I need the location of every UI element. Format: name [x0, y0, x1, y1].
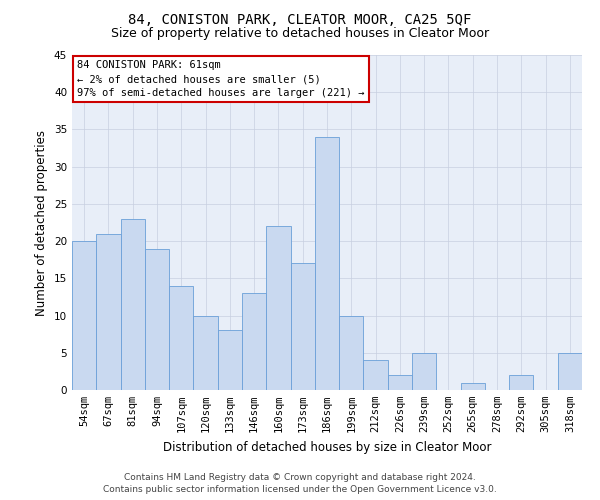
Text: Size of property relative to detached houses in Cleator Moor: Size of property relative to detached ho… — [111, 28, 489, 40]
Bar — [339, 316, 364, 390]
Y-axis label: Number of detached properties: Number of detached properties — [35, 130, 49, 316]
Text: 84 CONISTON PARK: 61sqm
← 2% of detached houses are smaller (5)
97% of semi-deta: 84 CONISTON PARK: 61sqm ← 2% of detached… — [77, 60, 365, 98]
Bar — [315, 137, 339, 390]
Bar — [96, 234, 121, 390]
Bar — [412, 353, 436, 390]
Bar — [509, 375, 533, 390]
Text: Contains HM Land Registry data © Crown copyright and database right 2024.
Contai: Contains HM Land Registry data © Crown c… — [103, 473, 497, 494]
X-axis label: Distribution of detached houses by size in Cleator Moor: Distribution of detached houses by size … — [163, 440, 491, 454]
Bar — [169, 286, 193, 390]
Bar — [290, 264, 315, 390]
Bar — [218, 330, 242, 390]
Bar — [266, 226, 290, 390]
Bar — [461, 382, 485, 390]
Bar — [193, 316, 218, 390]
Bar — [558, 353, 582, 390]
Text: 84, CONISTON PARK, CLEATOR MOOR, CA25 5QF: 84, CONISTON PARK, CLEATOR MOOR, CA25 5Q… — [128, 12, 472, 26]
Bar — [364, 360, 388, 390]
Bar — [388, 375, 412, 390]
Bar — [72, 241, 96, 390]
Bar — [145, 248, 169, 390]
Bar — [242, 293, 266, 390]
Bar — [121, 219, 145, 390]
